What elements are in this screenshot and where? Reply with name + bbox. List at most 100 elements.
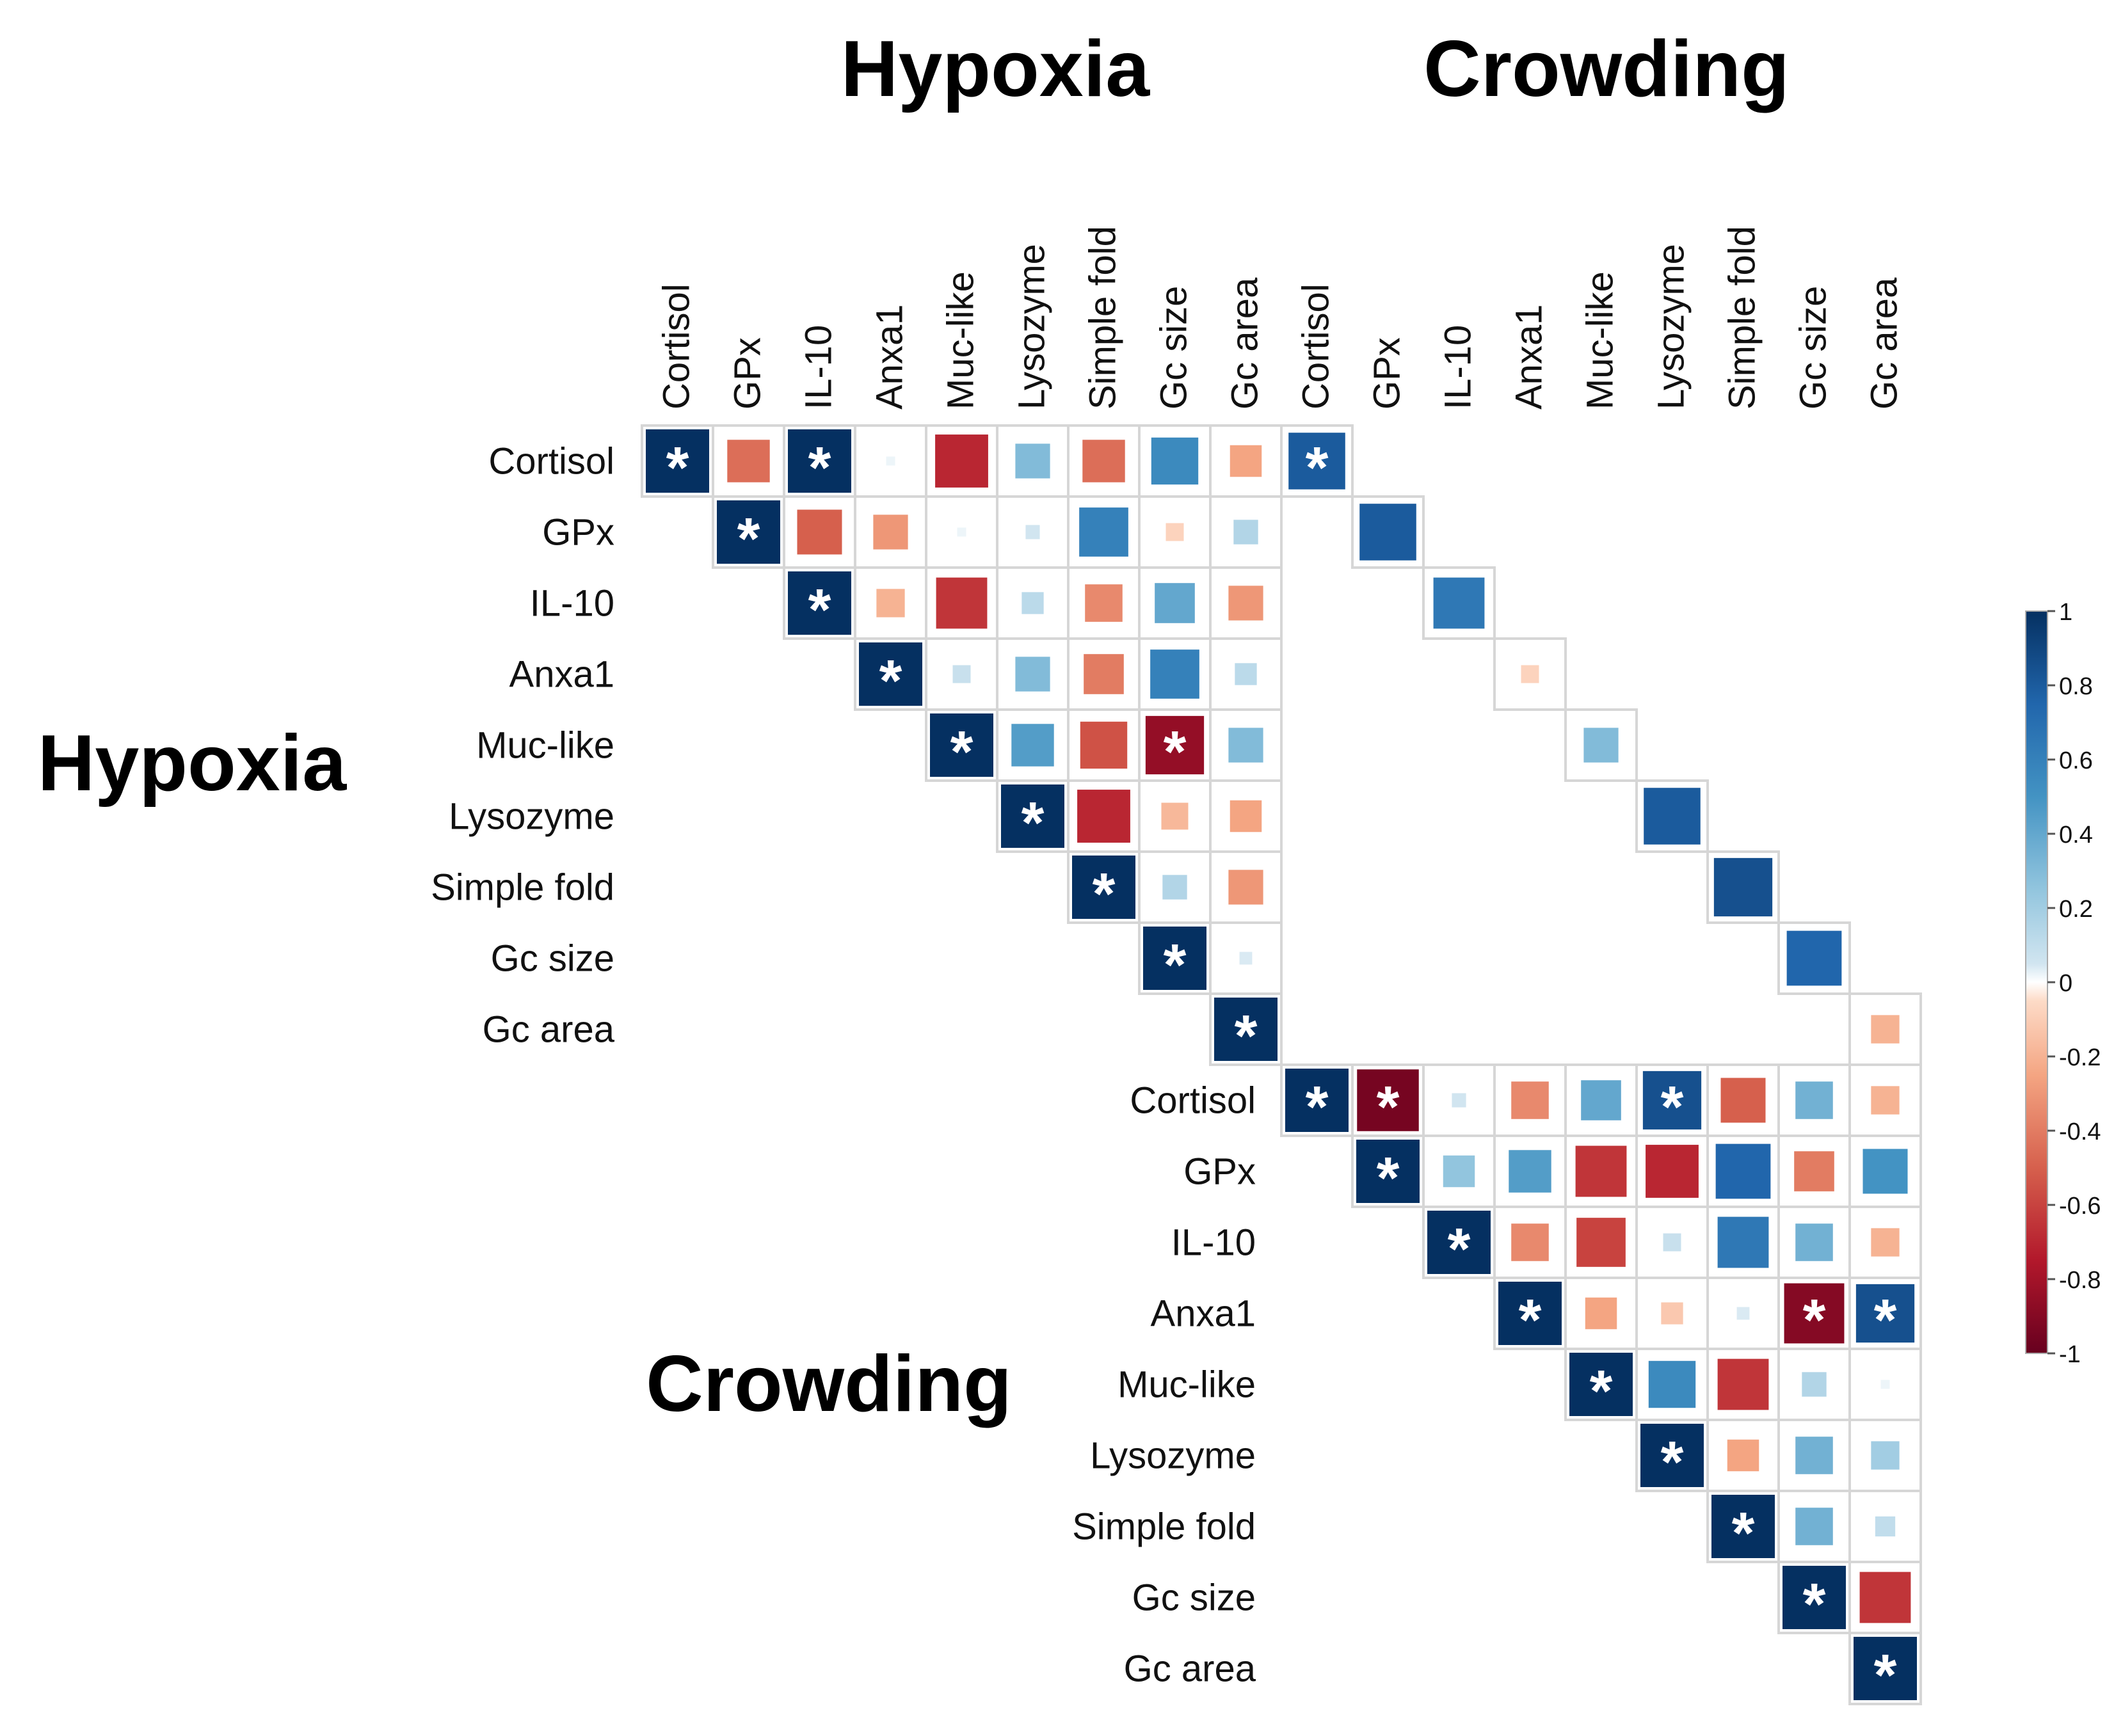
crowding-cell xyxy=(1717,1216,1769,1268)
crowding-cell xyxy=(1880,1380,1890,1389)
column-label: Anxa1 xyxy=(869,305,911,410)
hypoxia-cell xyxy=(1230,445,1262,477)
hypoxia-cell xyxy=(646,429,709,493)
hypoxia-cell xyxy=(1021,592,1044,614)
column-label: Cortisol xyxy=(1295,283,1337,410)
row-label: Gc size xyxy=(491,938,614,980)
hypoxia-cell xyxy=(876,589,905,617)
significance-marker: * xyxy=(1306,436,1329,501)
hypoxia-cell xyxy=(797,509,842,555)
crowding-cell xyxy=(1585,1297,1617,1330)
row-label: GPx xyxy=(542,512,614,553)
column-label: Lysozyme xyxy=(1651,244,1692,410)
significance-marker: * xyxy=(1874,1643,1897,1708)
hypoxia-cell xyxy=(1143,927,1206,990)
hypoxia-cell xyxy=(1085,584,1123,622)
significance-marker: * xyxy=(1803,1288,1826,1353)
crowding-cell xyxy=(1783,1566,1846,1629)
hypoxia-cell xyxy=(1077,790,1130,843)
cross-cell xyxy=(1583,728,1619,763)
column-label: GPx xyxy=(727,337,769,410)
crowding-cell xyxy=(1285,1069,1349,1132)
colorbar-tick-label: -0.8 xyxy=(2059,1267,2101,1294)
hypoxia-cell xyxy=(1001,784,1064,848)
row-label: Muc-like xyxy=(1118,1364,1256,1406)
left-title-hypoxia: Hypoxia xyxy=(38,719,347,808)
hypoxia-cell xyxy=(1150,649,1199,699)
crowding-cell xyxy=(1569,1353,1633,1416)
crowding-cell xyxy=(1576,1218,1626,1267)
crowding-cell xyxy=(1640,1424,1704,1487)
significance-marker: * xyxy=(950,720,973,785)
crowding-cell xyxy=(1795,1508,1833,1545)
hypoxia-cell xyxy=(935,434,988,488)
colorbar-tick-label: -0.2 xyxy=(2059,1044,2101,1071)
cross-cell xyxy=(1521,665,1539,683)
significance-marker: * xyxy=(1021,791,1045,856)
top-title-hypoxia: Hypoxia xyxy=(841,25,1150,113)
crowding-cell xyxy=(1509,1150,1551,1193)
crowding-cell xyxy=(1855,1284,1915,1343)
hypoxia-cell xyxy=(1011,724,1054,767)
hypoxia-cell xyxy=(1166,523,1184,541)
crowding-cell xyxy=(1795,1223,1833,1261)
crowding-cell xyxy=(1711,1495,1775,1558)
hypoxia-cell xyxy=(1162,875,1187,900)
significance-marker: * xyxy=(1377,1075,1400,1140)
column-label: IL-10 xyxy=(798,325,840,410)
column-label: Lysozyme xyxy=(1011,244,1053,410)
hypoxia-cell xyxy=(727,440,770,482)
significance-marker: * xyxy=(1164,933,1187,998)
hypoxia-cell xyxy=(1230,800,1262,832)
significance-marker: * xyxy=(1377,1146,1400,1211)
hypoxia-cell xyxy=(788,429,851,493)
crowding-cell xyxy=(1720,1078,1766,1123)
crowding-cell xyxy=(1642,1071,1702,1130)
hypoxia-cell xyxy=(1084,654,1124,694)
column-label: Muc-like xyxy=(940,271,982,410)
crowding-cell xyxy=(1795,1081,1833,1119)
row-label: Gc area xyxy=(483,1009,615,1051)
row-label: GPx xyxy=(1183,1151,1256,1193)
hypoxia-cell xyxy=(1239,952,1253,965)
crowding-cell xyxy=(1575,1145,1627,1197)
significance-marker: * xyxy=(1164,720,1187,785)
hypoxia-cell xyxy=(1228,585,1263,621)
crowding-cell xyxy=(1511,1223,1549,1261)
cross-cell xyxy=(1713,857,1773,917)
significance-marker: * xyxy=(879,649,902,714)
crowding-cell xyxy=(1871,1228,1900,1257)
significance-marker: * xyxy=(1874,1288,1897,1353)
significance-marker: * xyxy=(1732,1501,1755,1566)
hypoxia-cell xyxy=(1072,856,1135,919)
crowding-cell xyxy=(1736,1307,1750,1320)
row-label: Lysozyme xyxy=(449,796,614,838)
significance-marker: * xyxy=(808,578,831,643)
crowding-cell xyxy=(1795,1437,1833,1474)
crowding-cell xyxy=(1875,1516,1896,1537)
colorbar-tick-label: -1 xyxy=(2059,1341,2081,1368)
row-label: Anxa1 xyxy=(509,654,614,696)
significance-marker: * xyxy=(1448,1217,1471,1282)
column-label: Simple fold xyxy=(1082,226,1124,410)
crowding-cell xyxy=(1427,1211,1491,1274)
colorbar xyxy=(2025,610,2048,1354)
crowding-cell xyxy=(1802,1372,1827,1397)
column-label: Gc size xyxy=(1153,286,1195,410)
significance-marker: * xyxy=(808,436,831,501)
cross-cell xyxy=(1644,788,1701,845)
row-label: Cortisol xyxy=(488,441,614,482)
cross-cell xyxy=(1288,433,1345,490)
row-labels: Cortisol GPx IL-10 Anxa1 Muc-like Lysozyme Sim… xyxy=(431,441,1256,1690)
significance-marker: * xyxy=(1661,1075,1684,1140)
crowding-cell xyxy=(1661,1302,1683,1325)
hypoxia-cell xyxy=(1161,802,1189,830)
hypoxia-cell xyxy=(1235,663,1257,685)
row-label: Cortisol xyxy=(1130,1080,1256,1122)
row-label: Muc-like xyxy=(476,725,614,767)
crowding-cell xyxy=(1663,1233,1681,1252)
cell-border xyxy=(996,708,1070,782)
hypoxia-cell xyxy=(936,577,988,629)
crowding-cell xyxy=(1794,1151,1834,1191)
